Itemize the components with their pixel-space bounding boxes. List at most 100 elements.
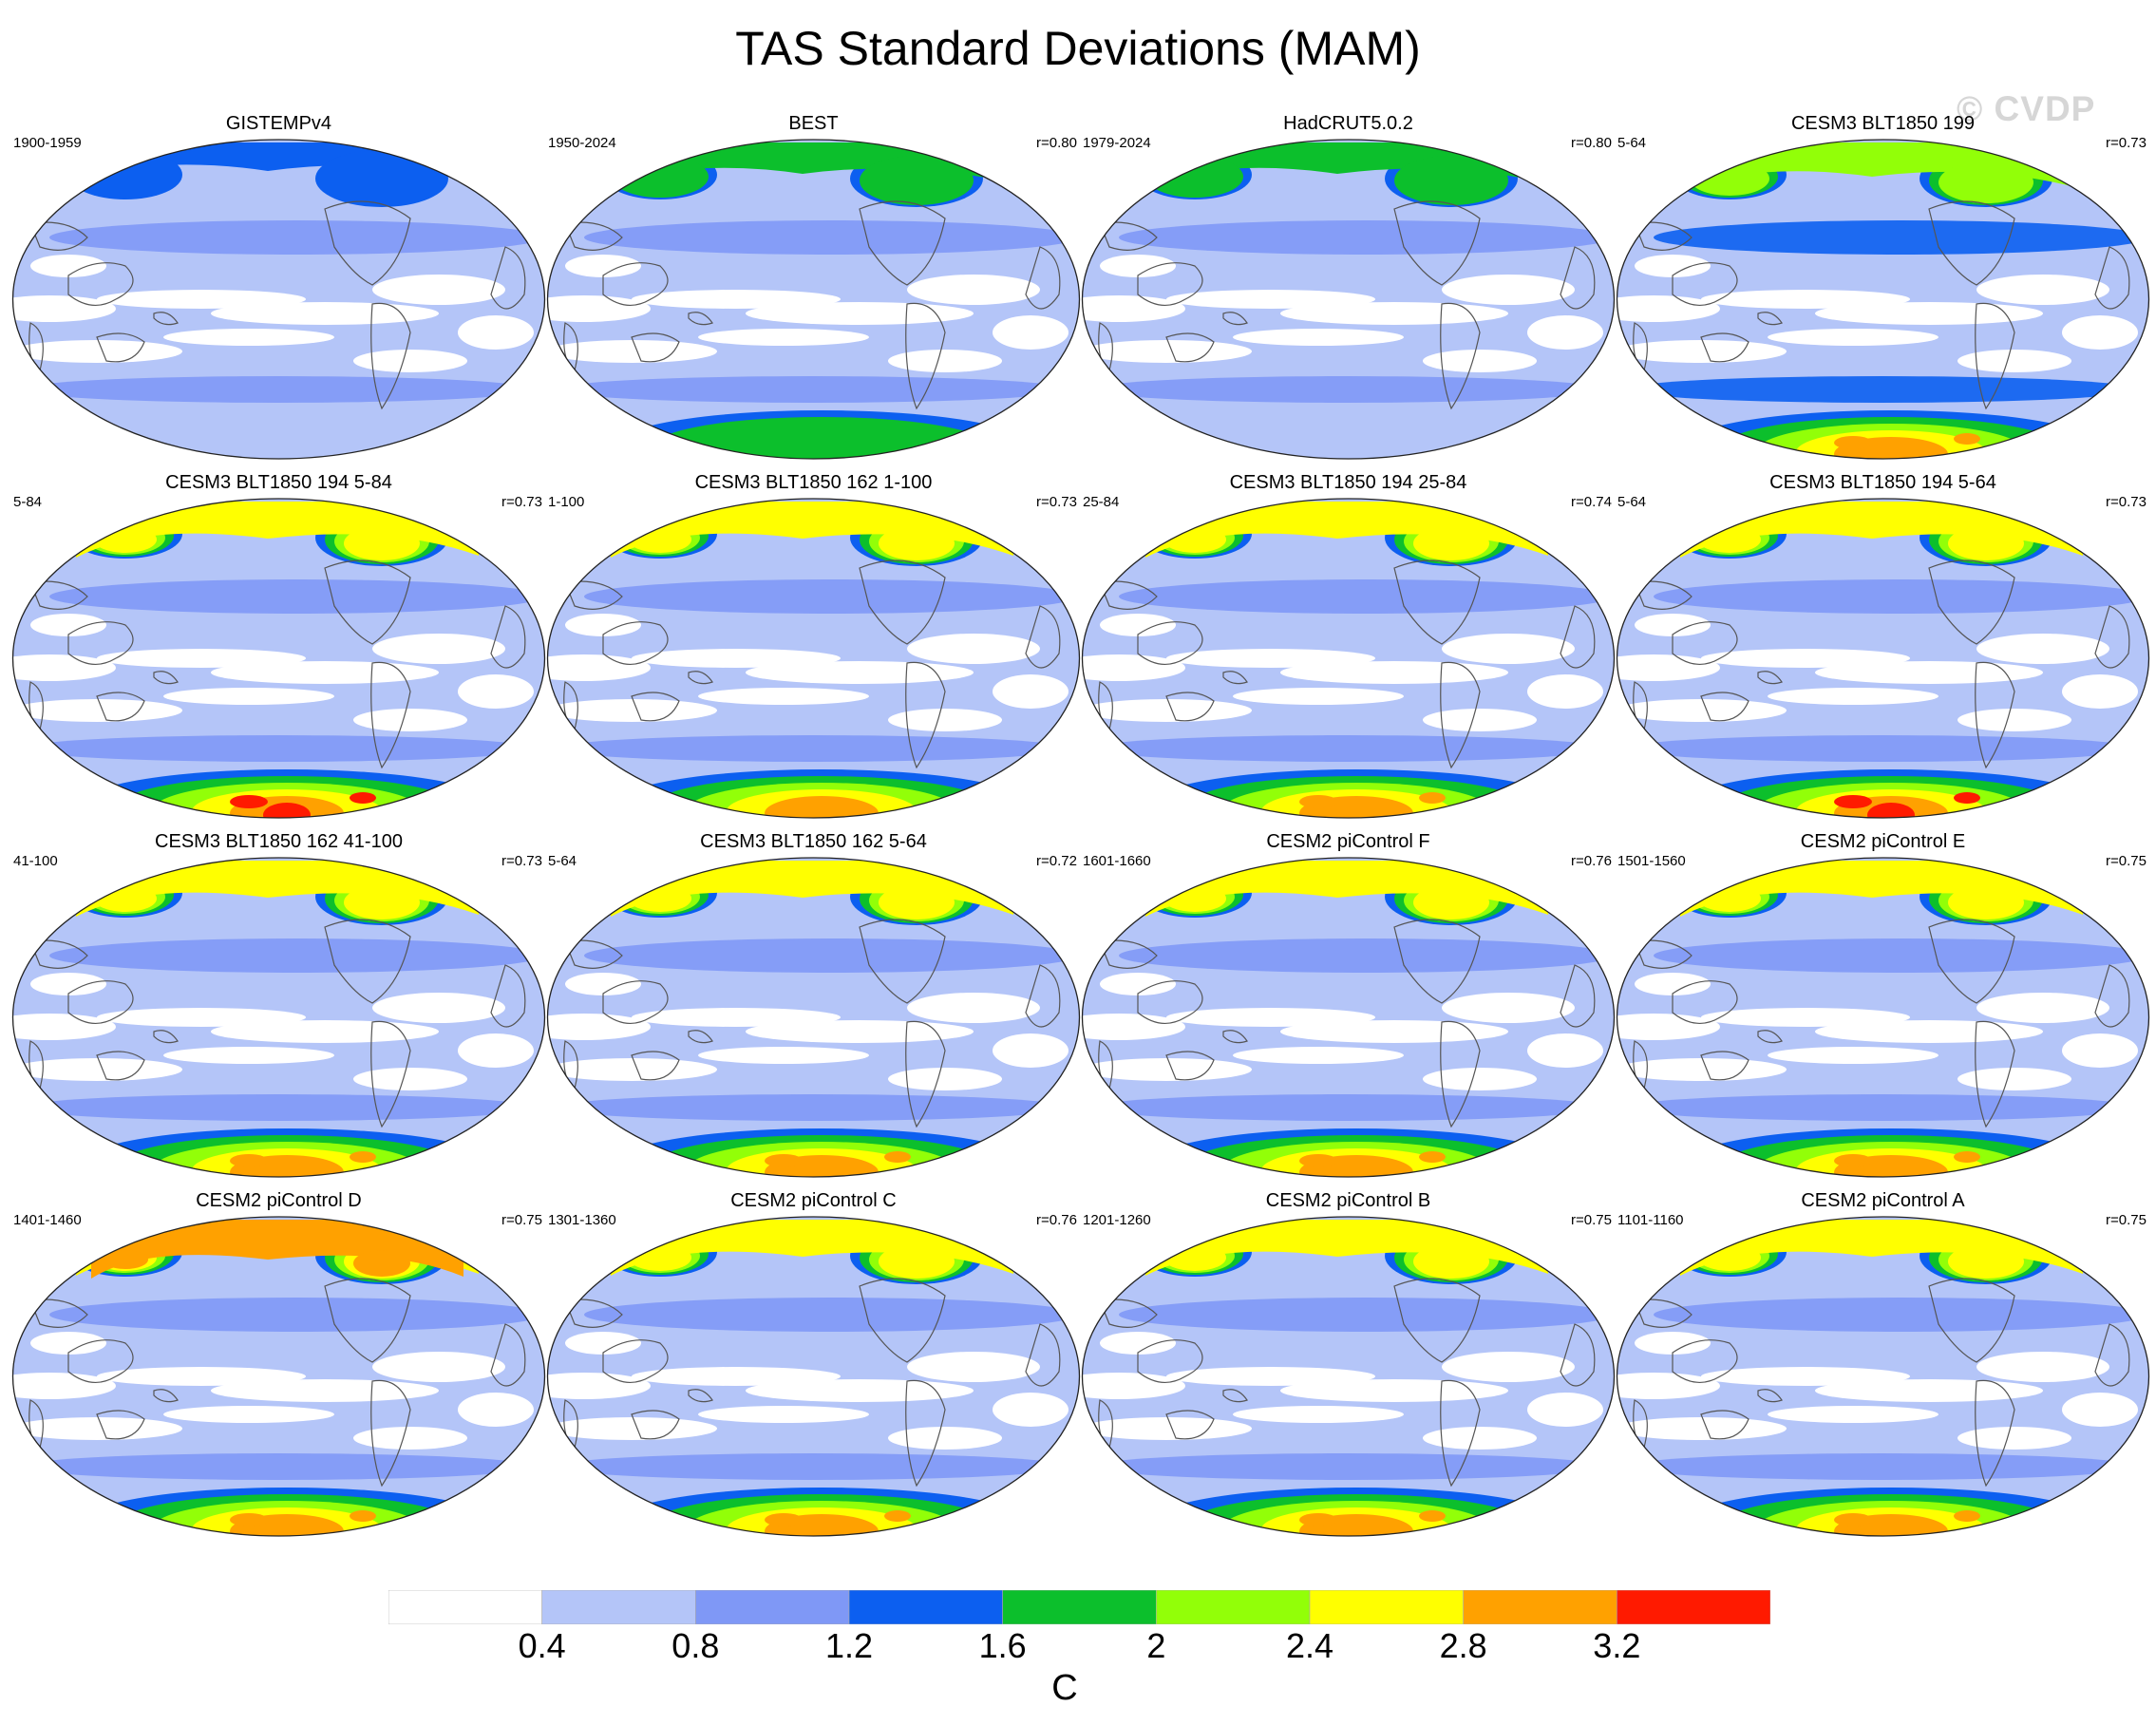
eurasia-variance [1698,526,1761,553]
coastline [1393,1278,1481,1363]
low-variance-region [30,255,106,277]
low-variance-region [888,350,1002,372]
robinson-map [11,857,546,1178]
low-variance-region [1082,1058,1252,1081]
low-variance-region [353,350,467,372]
low-variance-region [698,1047,869,1064]
eurasia-variance [1163,526,1226,553]
north-america-variance [344,885,420,919]
coastline [67,980,134,1024]
low-variance-region [12,654,116,681]
coastline [1672,262,1738,306]
low-variance-region [565,973,641,995]
map-border [546,857,1081,1178]
coastline [602,621,669,665]
robinson-map [546,139,1081,460]
arctic-variance-band [91,1220,463,1279]
panel-title: CESM2 piControl B [1265,1190,1431,1211]
coastline [153,312,179,326]
panel-correlation: r=0.72 [1036,853,1077,869]
coastline [1634,1298,1693,1328]
low-variance-region [565,255,641,277]
coastline [1757,312,1783,326]
midlat-band [1119,1298,1613,1332]
coastline [1440,302,1481,410]
low-variance-region [746,1020,974,1043]
coastline [29,580,88,610]
panel-period: 1979-2024 [1083,135,1151,151]
low-variance-region [12,699,182,722]
panel-title: CESM3 BLT1850 162 41-100 [155,831,403,852]
midlat-band [1090,376,1603,403]
map-border [11,498,546,819]
low-variance-region [458,674,534,709]
low-variance-region [458,1393,534,1427]
coastline [153,1030,179,1044]
coastline [1634,939,1693,969]
low-variance-region [547,340,717,363]
coastline [1634,221,1693,251]
low-variance-region [1976,1352,2109,1382]
map-panel: CESM3 BLT1850 162 5-64 5-64 r=0.72 [546,830,1081,1180]
low-variance-region [1442,275,1575,305]
midlat-band [584,938,1078,973]
midlat-band [21,1094,534,1121]
robinson-map [1081,139,1616,460]
eurasia-variance [1690,161,1769,196]
low-variance-region [97,649,306,668]
low-variance-region [163,329,334,346]
arctic-variance-band [1680,861,2083,917]
coastline [1975,661,2015,769]
coastline [1025,1323,1061,1387]
map-border [1081,139,1616,460]
low-variance-region [372,993,505,1023]
panel-period: 1401-1460 [13,1212,82,1228]
low-variance-region [2062,1393,2138,1427]
coastline [96,692,145,722]
north-america-variance [879,885,955,919]
low-variance-region [30,614,106,636]
low-variance-region [1280,302,1508,325]
robinson-map [546,1216,1081,1537]
antarctic-variance-band [651,417,993,459]
midlat-band [1625,735,2138,762]
low-variance-region [30,973,106,995]
map-panel: CESM2 piControl F 1601-1660 r=0.76 [1081,830,1616,1180]
colorbar-tick-label: 2.8 [1439,1626,1487,1665]
midlat-band [1090,1453,1603,1480]
midlat-band [1090,735,1603,762]
low-variance-region [1527,315,1603,350]
panel-title: HadCRUT5.0.2 [1283,113,1413,134]
midlat-band [556,376,1069,403]
panel-title: CESM2 piControl A [1801,1190,1965,1211]
north-america-variance [1948,885,2024,919]
low-variance-region [746,1379,974,1402]
low-variance-region [547,1058,717,1081]
eurasia-variance [629,885,691,912]
midlat-band [1654,1298,2147,1332]
low-variance-region [1976,275,2109,305]
midlat-band [21,735,534,762]
low-variance-region [1100,1332,1176,1355]
low-variance-region [1617,1417,1787,1440]
panel-title: GISTEMPv4 [225,113,332,134]
antarctic-max [1299,1154,1337,1167]
midlat-band [1119,579,1613,614]
arctic-variance-band [1665,142,2098,196]
coastline [564,939,623,969]
coastline [1634,580,1693,610]
coastline [324,559,411,645]
low-variance-region [1100,973,1176,995]
arctic-variance-band [1145,861,1548,917]
low-variance-region [993,1393,1069,1427]
robinson-map [1616,1216,2150,1537]
robinson-map [1616,139,2150,460]
coastline [490,605,526,669]
map-border [11,1216,546,1537]
panel-period: 1201-1260 [1083,1212,1151,1228]
low-variance-region [993,674,1069,709]
low-variance-region [163,1406,334,1423]
panel-correlation: r=0.73 [501,853,542,869]
coastline [1393,200,1481,286]
panel-period: 1-100 [548,494,585,510]
